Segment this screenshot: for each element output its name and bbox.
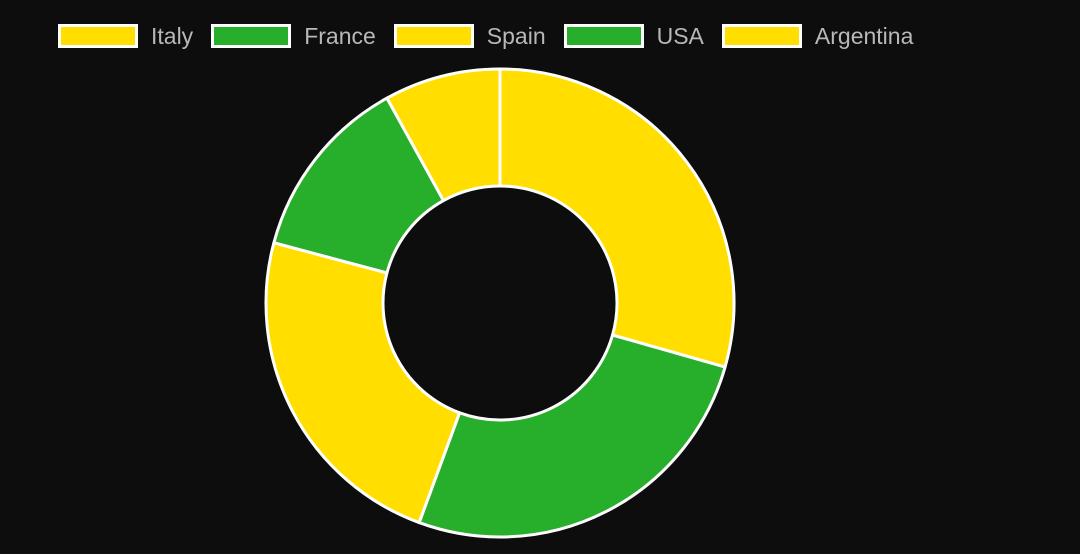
legend-item-spain[interactable]: Spain <box>393 22 546 50</box>
legend-item-italy[interactable]: Italy <box>58 23 193 50</box>
legend-label-argentina: Argentina <box>814 22 914 49</box>
slice-argentina[interactable] <box>385 67 502 203</box>
legend-swatch-france <box>211 24 292 48</box>
legend-label-italy: Italy <box>151 22 194 49</box>
slice-spain[interactable] <box>264 241 462 525</box>
legend-label-france: France <box>304 22 376 49</box>
legend-swatch-spain <box>393 24 474 48</box>
legend-swatch-italy <box>58 24 138 48</box>
legend-swatch-usa <box>563 24 644 48</box>
legend-label-spain: Spain <box>486 22 546 49</box>
legend-label-usa: USA <box>656 22 704 49</box>
donut-slices <box>264 67 736 539</box>
legend-item-argentina[interactable]: Argentina <box>721 22 914 50</box>
legend: Italy France Spain USA Argentina <box>58 20 931 52</box>
legend-swatch-argentina <box>721 24 802 48</box>
legend-item-usa[interactable]: USA <box>563 22 704 50</box>
slice-france[interactable] <box>417 333 727 539</box>
slice-italy[interactable] <box>498 67 736 369</box>
legend-item-france[interactable]: France <box>211 23 376 50</box>
